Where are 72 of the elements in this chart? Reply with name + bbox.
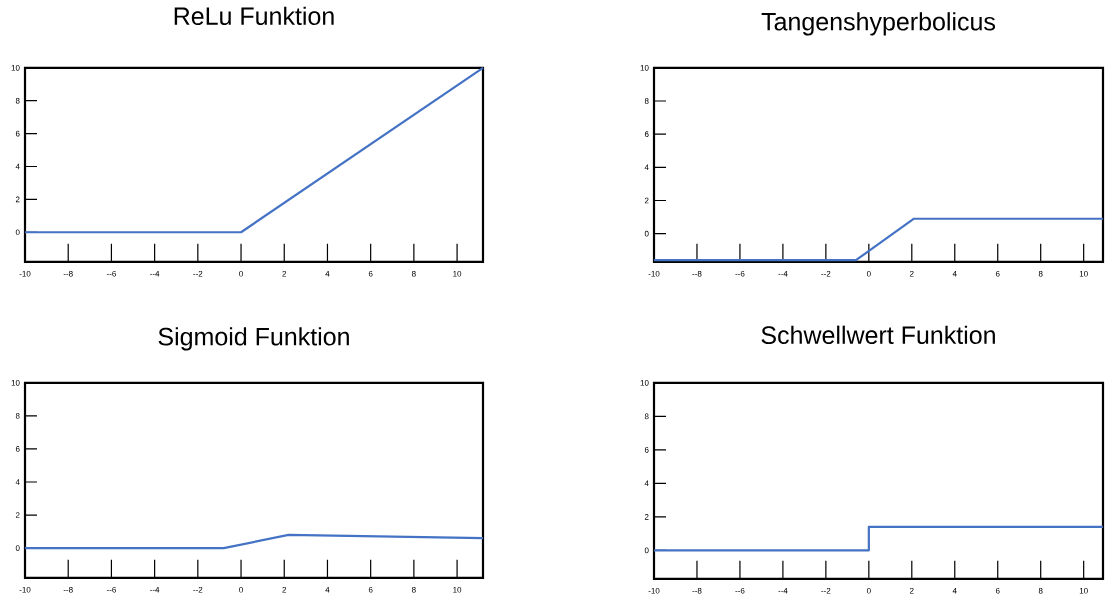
x-tick-label: 6: [368, 586, 373, 593]
x-tick-label: --4: [150, 586, 160, 593]
y-tick-label: 10: [640, 64, 649, 71]
x-tick-label: 8: [1038, 270, 1043, 277]
y-tick-label: 6: [644, 446, 649, 453]
y-tick-label: 0: [644, 547, 649, 554]
y-tick-label: 2: [15, 196, 20, 203]
y-tick-label: 4: [15, 479, 20, 485]
y-tick-label: 0: [15, 545, 20, 551]
x-tick-label: 0: [239, 586, 243, 593]
x-tick-label: --4: [778, 270, 788, 277]
x-tick-label: 4: [325, 586, 330, 593]
y-tick-label: 4: [15, 163, 20, 170]
x-tick-label: 4: [952, 587, 957, 594]
y-tick-label: 2: [644, 513, 649, 520]
y-tick-label: 0: [15, 229, 20, 235]
y-tick-label: 10: [640, 379, 649, 386]
x-tick-label: --8: [692, 587, 702, 594]
x-tick-label: --2: [821, 587, 831, 594]
y-tick-label: 8: [15, 412, 20, 419]
x-tick-label: 4: [952, 270, 957, 277]
x-tick-label: 6: [995, 270, 1000, 277]
x-tick-label: -10: [19, 270, 31, 277]
x-tick-label: 10: [1079, 270, 1088, 277]
y-tick-label: 10: [11, 379, 20, 386]
x-tick-label: -10: [648, 587, 660, 594]
x-tick-label: 6: [995, 587, 1000, 594]
chart-title: Sigmoid Funktion: [158, 327, 349, 351]
x-tick-label: --6: [106, 270, 116, 277]
y-tick-label: 8: [644, 98, 649, 104]
x-tick-label: --2: [193, 586, 203, 593]
x-tick-label: 10: [1079, 587, 1088, 594]
x-tick-label: 2: [909, 270, 914, 277]
x-tick-label: 2: [282, 586, 287, 593]
x-tick-label: -10: [648, 270, 660, 277]
x-tick-label: --2: [821, 270, 831, 277]
chart-title: Tangenshyperbolicus: [761, 12, 996, 36]
x-tick-label: --8: [63, 270, 73, 277]
y-tick-label: 4: [644, 164, 649, 170]
x-tick-label: 10: [453, 270, 462, 277]
x-tick-label: 2: [909, 587, 914, 594]
x-tick-label: -10: [19, 586, 31, 593]
x-tick-label: --4: [150, 270, 160, 277]
y-tick-label: 6: [644, 131, 649, 137]
x-tick-label: --4: [778, 587, 788, 594]
y-tick-label: 6: [15, 446, 20, 452]
y-tick-label: 8: [15, 97, 20, 104]
x-tick-label: 2: [282, 270, 287, 277]
y-tick-label: 6: [15, 130, 20, 137]
y-tick-label: 2: [644, 197, 649, 204]
x-tick-label: 0: [239, 270, 243, 277]
x-tick-label: 4: [325, 270, 330, 277]
x-tick-label: 8: [411, 270, 416, 277]
x-tick-label: --8: [63, 586, 73, 593]
x-tick-label: 8: [411, 586, 416, 593]
x-tick-label: --6: [735, 587, 745, 594]
x-tick-label: 6: [368, 270, 373, 277]
y-tick-label: 8: [644, 413, 649, 420]
x-tick-label: 8: [1038, 587, 1043, 594]
chart-title: ReLu Funktion: [174, 6, 334, 25]
y-tick-label: 0: [644, 230, 649, 237]
y-tick-label: 10: [11, 64, 20, 71]
y-tick-label: 4: [644, 480, 649, 486]
x-tick-label: --2: [193, 270, 203, 277]
x-tick-label: --6: [735, 270, 745, 277]
x-tick-label: --6: [106, 586, 116, 593]
chart-title: Schwellwert Funktion: [761, 325, 995, 344]
x-tick-label: --8: [692, 270, 702, 277]
x-tick-label: 10: [453, 586, 462, 593]
x-tick-label: 0: [866, 270, 871, 277]
y-tick-label: 2: [15, 512, 20, 518]
x-tick-label: 0: [866, 587, 871, 594]
